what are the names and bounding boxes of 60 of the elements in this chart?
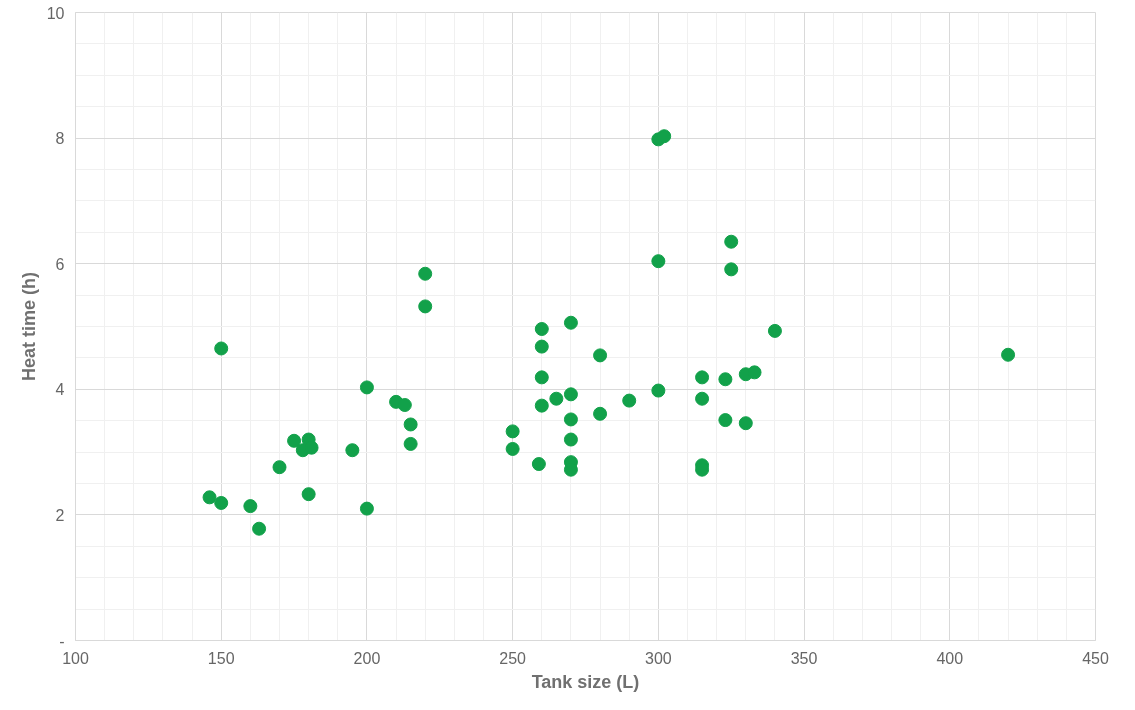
point [202,490,217,505]
point [1001,347,1016,362]
x-tick-label: 450 [1082,649,1109,667]
point [359,380,374,395]
point [593,406,608,421]
point [287,433,302,448]
point [531,457,546,472]
x-tick-label: 150 [207,649,235,667]
point [747,365,762,380]
point [651,383,666,398]
point [418,266,433,281]
point [651,254,666,269]
point [403,436,418,451]
y-tick-label: 2 [55,506,65,524]
y-tick-label: 10 [46,4,65,22]
point [534,370,549,385]
point [657,129,672,144]
point [397,398,412,412]
point [563,315,578,330]
x-tick-label: 400 [936,649,964,667]
y-axis-title: Heat time (h) [18,271,39,382]
point [418,299,433,314]
x-tick-label: 300 [645,649,672,667]
point [272,460,287,475]
point [622,393,637,408]
y-tick-label: 8 [55,130,65,148]
point [505,424,520,439]
x-tick-label: 100 [62,649,89,667]
point [718,372,733,387]
point [345,443,360,458]
point [767,323,782,338]
point [214,495,229,510]
x-tick-label: 350 [790,649,818,667]
y-tick-label: 4 [55,381,65,399]
point [301,487,316,502]
point [359,501,374,516]
point [695,370,710,385]
point [534,322,549,336]
point [724,234,739,249]
point [534,339,549,354]
x-tick-label: 250 [499,649,527,667]
point [738,416,753,431]
point [563,412,578,427]
point [695,391,710,406]
point [549,391,564,406]
point [718,413,733,428]
y-tick-label: 6 [55,255,65,273]
point [403,417,418,432]
point [252,521,267,536]
x-tick-label: 200 [353,649,381,667]
point [724,262,739,277]
x-axis-title: Tank size (L) [531,671,640,692]
y-tick-label: - [59,632,65,650]
point [563,387,578,402]
point [243,499,258,514]
point [563,432,578,447]
point [593,348,608,363]
point [534,398,549,413]
point [214,341,229,356]
point [505,441,520,456]
